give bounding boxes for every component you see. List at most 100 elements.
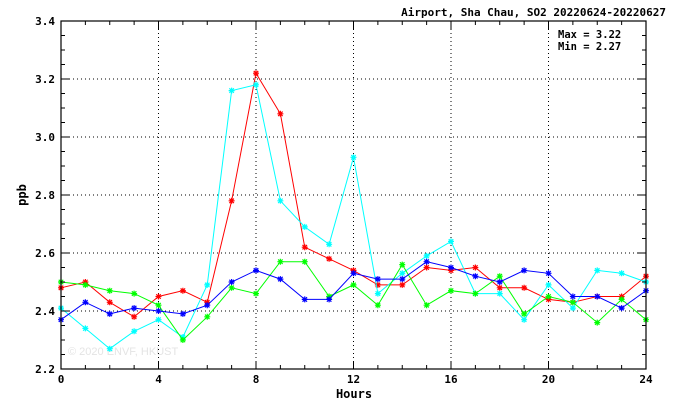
y-tick-label: 3.0 [35,131,55,144]
series-3 [58,258,649,343]
data-point [301,223,308,230]
data-point [472,273,479,280]
data-point [423,264,430,271]
data-point [472,264,479,271]
data-point [204,281,211,288]
data-point [106,345,113,352]
data-point [131,290,138,297]
data-point [496,279,503,285]
x-tick-label: 12 [347,373,360,386]
data-point [350,281,357,288]
data-point [277,110,284,117]
min-label: Min = 2.27 [558,41,621,53]
data-point [399,281,406,288]
data-point [106,310,113,317]
data-point [155,316,162,323]
data-point [545,293,552,300]
data-point [253,290,259,297]
data-point [277,197,284,204]
y-tick-label: 2.2 [35,363,55,376]
data-point [423,302,430,309]
data-point [594,267,601,274]
data-point [448,238,454,245]
data-point [521,284,528,291]
data-point [472,290,479,297]
data-point [326,255,333,262]
x-tick-label: 20 [542,373,555,386]
data-point [350,154,357,161]
data-point [301,296,308,303]
y-tick-label: 3.2 [35,73,55,86]
data-point [374,290,381,297]
data-point [131,313,138,320]
data-point [618,305,625,312]
x-tick-label: 4 [155,373,162,386]
y-tick-label: 2.4 [35,305,55,318]
data-point [277,276,284,283]
data-point [82,325,89,332]
x-tick-label: 16 [444,373,458,386]
data-point [618,270,625,277]
data-point [253,267,259,274]
data-point [253,70,259,77]
data-point [253,81,259,88]
data-point [545,281,552,288]
data-point [594,319,601,326]
data-point [521,310,528,317]
data-point [423,252,430,259]
data-point [374,302,381,309]
x-tick-label: 8 [253,373,260,386]
x-tick-label: 0 [58,373,65,386]
data-point [179,287,186,294]
data-point [399,276,406,283]
data-point [448,287,454,294]
y-tick-label: 3.4 [35,15,55,28]
watermark: © 2020 ENVF, HKUST [68,346,178,358]
data-point [326,241,333,248]
plot-frame [60,20,647,370]
max-label: Max = 3.22 [558,29,621,41]
data-point [496,273,503,280]
data-point [228,279,235,285]
data-point [131,328,138,335]
data-point [131,305,138,312]
data-point [106,287,113,294]
x-tick-label: 24 [639,373,653,386]
data-point [399,261,406,268]
data-point [82,299,89,306]
data-point [179,310,186,317]
data-point [496,284,503,291]
data-point [204,313,211,320]
data-point [521,316,528,323]
data-point [301,258,308,265]
data-point [423,258,430,265]
data-point [228,284,235,291]
data-point [155,293,162,300]
y-axis-label: ppb [15,184,29,206]
data-point [521,267,528,274]
chart-title: Airport, Sha Chau, SO2 20220624-20220627 [401,6,666,19]
data-point [301,244,308,251]
x-axis-label: Hours [336,387,372,401]
data-point [179,337,186,343]
y-tick-label: 2.6 [35,247,55,260]
data-point [82,281,89,288]
data-point [496,290,503,297]
data-point [228,87,235,94]
data-point [399,270,406,277]
data-point [374,281,381,288]
data-point [277,258,284,265]
axis-ticks: 0 4 8 12 16 20 24 2.2 2.4 2.6 2.8 3.0 3.2 3.4 [35,15,653,386]
grid-lines [61,21,646,369]
data-point [374,276,381,283]
data-point [448,264,454,271]
data-point [569,299,576,306]
data-point [228,197,235,204]
y-tick-label: 2.8 [35,189,55,202]
data-point [569,293,576,300]
data-point [106,299,113,306]
data-point [155,308,162,314]
data-point [594,293,601,300]
data-point [618,296,625,303]
